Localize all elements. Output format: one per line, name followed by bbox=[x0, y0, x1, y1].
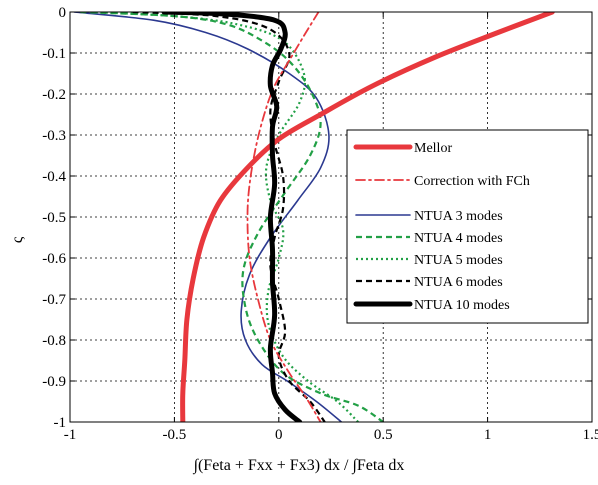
series-line-ntua-4-modes bbox=[80, 12, 384, 422]
x-axis-label: ∫(Feta + Fxx + Fx3) dx / ∫Feta dx bbox=[193, 457, 405, 475]
x-tick-label: 1.5 bbox=[583, 427, 598, 443]
x-tick-label: 0.5 bbox=[374, 427, 393, 443]
y-tick-label: -0.1 bbox=[42, 46, 66, 62]
legend-box bbox=[346, 129, 589, 324]
legend-label: NTUA 5 modes bbox=[414, 253, 503, 268]
y-tick-label: -0.6 bbox=[42, 251, 66, 267]
x-tick-label: -0.5 bbox=[163, 427, 187, 443]
y-axis-label: ς bbox=[9, 236, 26, 243]
legend-label: NTUA 4 modes bbox=[414, 231, 503, 246]
y-tick-label: -0.3 bbox=[42, 128, 66, 144]
series-line-ntua-5-modes bbox=[90, 12, 359, 422]
x-tick-labels: -1 -0.5 0 0.5 1 1.5 bbox=[64, 427, 598, 443]
y-tick-label: -0.2 bbox=[42, 87, 66, 103]
legend-label: Correction with FCh bbox=[414, 174, 530, 189]
series-group bbox=[73, 12, 555, 422]
x-tick-label: 1 bbox=[484, 427, 492, 443]
legend-label: NTUA 6 modes bbox=[414, 275, 503, 290]
y-tick-label: -0.9 bbox=[42, 374, 66, 390]
legend-label: Mellor bbox=[414, 141, 452, 156]
legend-label: NTUA 10 modes bbox=[414, 298, 510, 313]
y-tick-label: -0.8 bbox=[42, 333, 66, 349]
y-tick-label: -0.4 bbox=[42, 169, 66, 185]
y-tick-label: 0 bbox=[59, 5, 67, 21]
y-tick-label: -1 bbox=[54, 415, 67, 431]
legend-label: NTUA 3 modes bbox=[414, 209, 503, 224]
x-tick-label: -1 bbox=[64, 427, 77, 443]
y-tick-label: -0.7 bbox=[42, 292, 66, 308]
legend: Mellor Correction with FCh NTUA 3 modes NTU… bbox=[346, 129, 589, 324]
series-line-correction-with-fch bbox=[246, 12, 322, 422]
y-tick-label: -0.5 bbox=[42, 210, 66, 226]
y-tick-labels: 0 -0.1 -0.2 -0.3 -0.4 -0.5 -0.6 -0.7 -0.8 -0.9 -1 bbox=[42, 5, 66, 431]
x-tick-label: 0 bbox=[275, 427, 283, 443]
series-line-ntua-3-modes bbox=[73, 12, 343, 422]
series-line-mellor bbox=[180, 12, 555, 422]
series-line-ntua-10-modes bbox=[161, 12, 303, 422]
